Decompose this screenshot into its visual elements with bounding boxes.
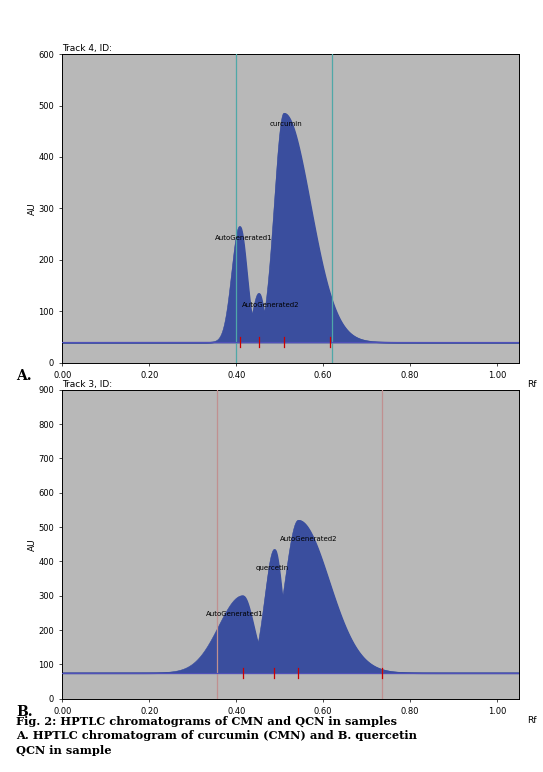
Text: AutoGenerated2: AutoGenerated2 — [242, 302, 299, 308]
X-axis label: Rf: Rf — [527, 716, 537, 725]
Y-axis label: AU: AU — [28, 202, 37, 215]
Text: Track 4, ID:: Track 4, ID: — [62, 44, 112, 53]
X-axis label: Rf: Rf — [527, 380, 537, 389]
Text: quercetin: quercetin — [256, 564, 289, 571]
Y-axis label: AU: AU — [28, 538, 37, 550]
Text: AutoGenerated1: AutoGenerated1 — [216, 235, 273, 241]
Text: curcumin: curcumin — [269, 121, 302, 127]
Text: A.: A. — [16, 369, 32, 383]
Text: B.: B. — [16, 705, 33, 719]
Text: AutoGenerated2: AutoGenerated2 — [280, 536, 337, 541]
Text: Fig. 2: HPTLC chromatograms of CMN and QCN in samples
A. HPTLC chromatogram of c: Fig. 2: HPTLC chromatograms of CMN and Q… — [16, 716, 417, 757]
Text: AutoGenerated1: AutoGenerated1 — [206, 611, 263, 617]
Text: Track 3, ID:: Track 3, ID: — [62, 380, 112, 389]
